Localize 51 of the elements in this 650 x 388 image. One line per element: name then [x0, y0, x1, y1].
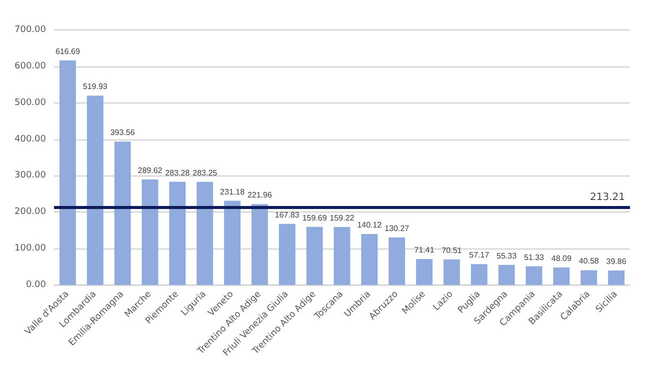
data-label: 616.69 — [55, 46, 80, 56]
y-tick-label: 0.00 — [26, 280, 46, 290]
bar — [224, 200, 241, 285]
y-tick-label: 500.00 — [14, 98, 46, 108]
y-tick-label: 100.00 — [14, 244, 46, 254]
data-label: 159.22 — [330, 214, 355, 222]
bar — [470, 264, 488, 285]
bar — [361, 234, 378, 285]
y-tick-label: 600.00 — [14, 61, 46, 72]
data-label: 283.28 — [165, 168, 190, 178]
bar — [196, 182, 214, 285]
bar — [114, 142, 131, 285]
bar — [388, 238, 406, 285]
bar — [580, 270, 598, 285]
ref-line-label: 213.21 — [590, 192, 625, 203]
data-label: 39.86 — [606, 256, 627, 266]
data-label: 51.33 — [524, 252, 545, 262]
y-tick-label: 200.00 — [14, 207, 46, 218]
bar — [169, 182, 186, 285]
data-label: 70.51 — [442, 246, 462, 255]
bar — [251, 204, 268, 285]
data-label: 57.17 — [469, 250, 490, 260]
data-label: 393.56 — [110, 128, 136, 138]
data-label: 140.12 — [357, 220, 382, 230]
bar — [526, 266, 542, 285]
data-label: 71.41 — [414, 245, 435, 254]
bar — [59, 60, 76, 285]
bar — [334, 227, 350, 285]
bar — [306, 226, 323, 285]
bar — [608, 270, 625, 285]
bar — [86, 96, 104, 285]
bar — [443, 259, 460, 285]
y-tick-label: 300.00 — [14, 170, 46, 181]
data-label: 55.33 — [496, 251, 518, 260]
data-label: 283.25 — [192, 168, 218, 178]
data-label: 167.83 — [274, 210, 300, 220]
data-label: 48.09 — [551, 254, 572, 263]
bar — [278, 224, 296, 285]
data-label: 130.27 — [384, 224, 410, 234]
data-label: 221.96 — [247, 190, 272, 200]
data-label: 231.18 — [220, 187, 246, 196]
bar — [142, 179, 158, 285]
data-label: 40.58 — [578, 256, 600, 266]
bar — [498, 264, 515, 285]
data-label: 159.69 — [302, 213, 328, 222]
bar — [416, 258, 433, 285]
data-label: 289.62 — [138, 166, 163, 175]
bar — [553, 267, 570, 285]
y-tick-label: 400.00 — [14, 134, 46, 144]
y-tick-label: 700.00 — [14, 25, 46, 35]
data-label: 519.93 — [82, 82, 108, 92]
